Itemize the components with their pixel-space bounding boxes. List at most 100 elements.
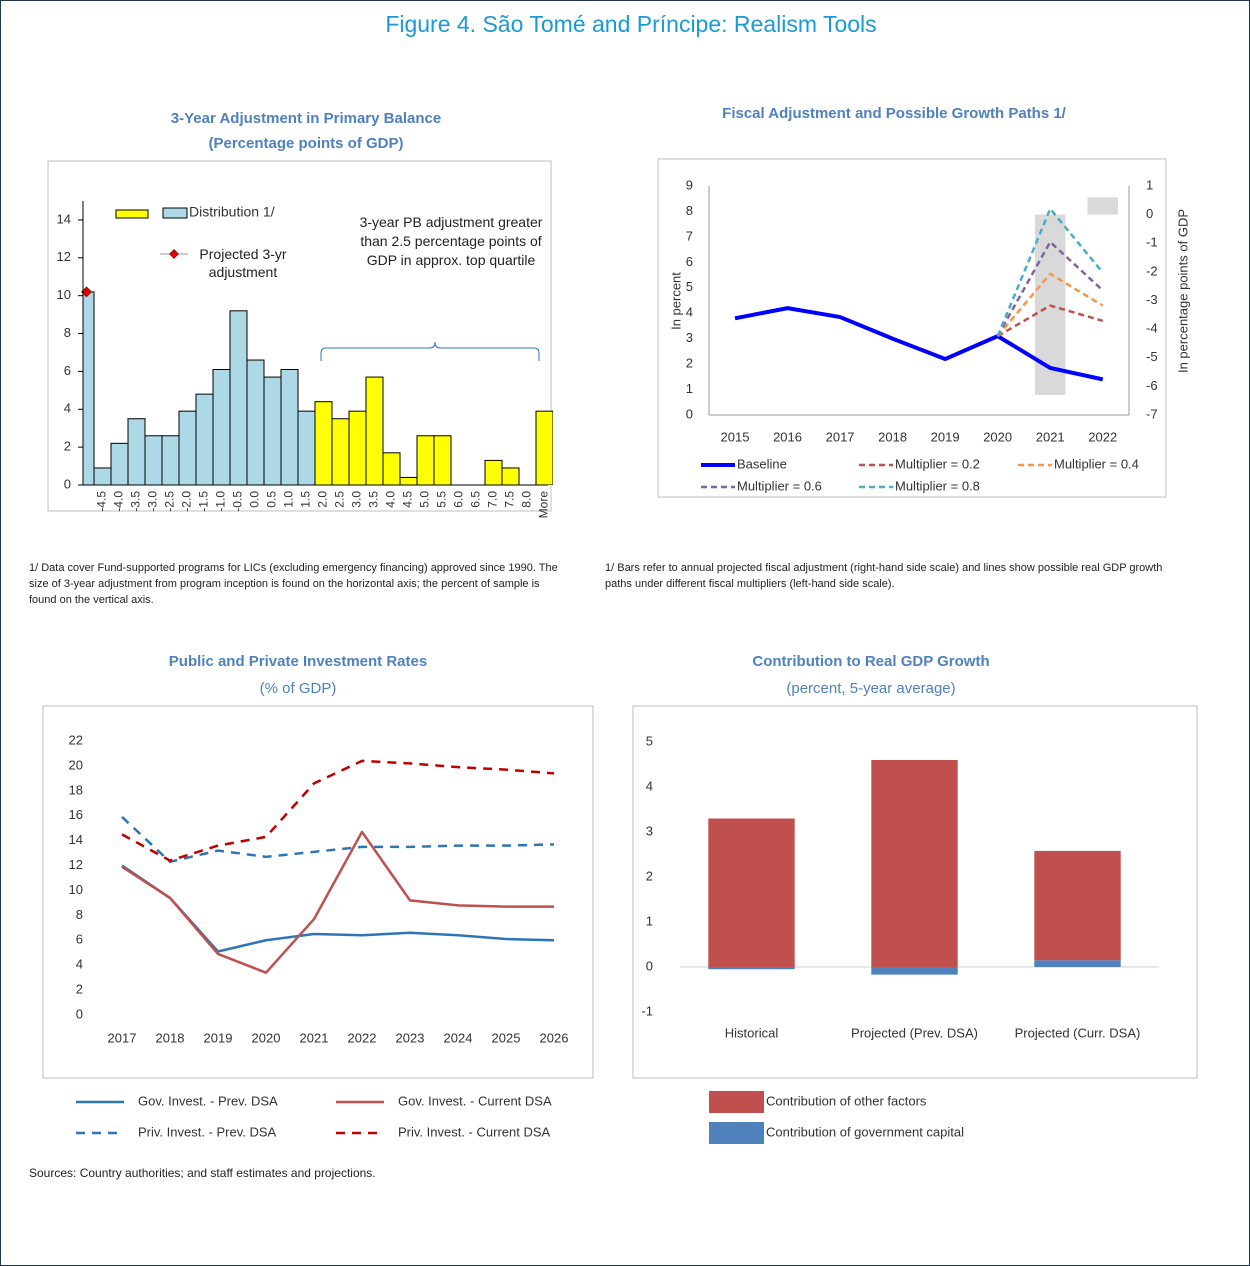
legend-label: Contribution of government capital: [766, 1124, 964, 1139]
x-tick-label: 2024: [444, 1030, 473, 1045]
footnote: 1/ Data cover Fund-supported programs fo…: [29, 562, 558, 606]
y2-tick-label: -1: [1146, 235, 1158, 250]
y-tick-label: 0: [686, 406, 693, 421]
y-tick-label: 2: [64, 439, 71, 454]
chart-title: Public and Private Investment Rates: [169, 653, 427, 670]
legend-label: Priv. Invest. - Prev. DSA: [138, 1124, 277, 1139]
y-tick-label: 3: [646, 823, 653, 838]
y2-tick-label: -3: [1146, 292, 1158, 307]
bar: [708, 967, 795, 970]
y-tick-label: 4: [76, 957, 83, 972]
y2-tick-label: -6: [1146, 378, 1158, 393]
legend-label: Gov. Invest. - Current DSA: [398, 1093, 552, 1108]
line: [996, 240, 1104, 337]
y-tick-label: 2: [646, 868, 653, 883]
y2-tick-label: -7: [1146, 406, 1158, 421]
bar: [348, 410, 367, 485]
y-tick-label: 0: [646, 958, 653, 973]
bar: [871, 967, 958, 975]
sources: Sources: Country authorities; and staff …: [29, 1166, 376, 1180]
legend-label: Multiplier = 0.4: [1054, 456, 1139, 471]
y-tick-label: 0: [64, 476, 71, 491]
y-tick-label: 0: [76, 1006, 83, 1021]
bar: [399, 476, 418, 485]
y-tick-label: 9: [686, 177, 693, 192]
legend-swatch: [162, 207, 188, 219]
legend-swatch: [709, 1122, 764, 1144]
legend-swatch: [115, 209, 149, 219]
bar: [365, 376, 384, 485]
x-tick-label: -1.0: [214, 491, 228, 512]
y-tick-label: 4: [686, 305, 693, 320]
x-tick-label: 2019: [204, 1030, 233, 1045]
x-tick-label: 0.0: [248, 491, 262, 508]
x-tick-label: 2016: [773, 429, 802, 444]
x-tick-label: 2018: [878, 429, 907, 444]
annotation: 3-year PB adjustment greater than 2.5 pe…: [359, 214, 543, 268]
x-tick-label: -4.0: [112, 491, 126, 512]
x-tick-label: 2026: [540, 1030, 569, 1045]
bar: [331, 418, 350, 485]
y-tick-label: 6: [76, 932, 83, 947]
bar: [535, 410, 553, 485]
y-tick-label: 2: [686, 356, 693, 371]
x-tick-label: 1.0: [282, 491, 296, 508]
chart-title: 3-Year Adjustment in Primary Balance: [171, 110, 441, 127]
bar: [1034, 960, 1121, 967]
x-tick-label: 4.5: [401, 491, 415, 508]
x-tick-label: Projected (Curr. DSA): [1015, 1025, 1141, 1040]
chart-subtitle: (percent, 5-year average): [786, 680, 955, 697]
y2-tick-label: -2: [1146, 263, 1158, 278]
legend-marker: [169, 249, 179, 259]
bar: [314, 401, 333, 485]
chart-frame: [632, 705, 1198, 1079]
x-tick-label: -3.0: [146, 491, 160, 512]
line: [996, 207, 1104, 337]
x-tick-label: -2.5: [163, 491, 177, 512]
x-tick-label: 0.5: [265, 491, 279, 508]
x-tick-label: -2.0: [180, 491, 194, 512]
chart-title: Fiscal Adjustment and Possible Growth Pa…: [722, 105, 1067, 122]
x-tick-label: -3.5: [129, 491, 143, 512]
x-tick-label: -4.5: [95, 491, 109, 512]
x-tick-label: 2020: [983, 429, 1012, 444]
x-tick-label: 6.5: [469, 491, 483, 508]
y-tick-label: 4: [646, 778, 653, 793]
legend-label: Projected 3-yr adjustment: [199, 246, 287, 281]
x-tick-label: -0.5: [231, 491, 245, 512]
bar: [1034, 850, 1121, 961]
y-tick-label: 20: [69, 757, 83, 772]
y-tick-label: 6: [64, 363, 71, 378]
x-tick-label: 2018: [156, 1030, 185, 1045]
y-tick-label: 5: [686, 279, 693, 294]
bar: [708, 818, 795, 967]
x-tick-label: 2.5: [333, 491, 347, 508]
y-tick-label: 12: [69, 857, 83, 872]
bar: [110, 442, 129, 485]
bar: [246, 359, 265, 485]
x-tick-label: 2021: [300, 1030, 329, 1045]
y2-axis-label: In percentage points of GDP: [1175, 209, 1190, 373]
x-tick-label: Projected (Prev. DSA): [851, 1025, 978, 1040]
legend-label: Baseline: [737, 456, 787, 471]
line: [121, 830, 554, 974]
y-tick-label: 14: [69, 832, 83, 847]
y-tick-label: 8: [686, 203, 693, 218]
x-tick-label: Historical: [725, 1025, 779, 1040]
y-tick-label: 8: [64, 325, 71, 340]
chart-title: Contribution to Real GDP Growth: [752, 653, 989, 670]
y-tick-label: 8: [76, 907, 83, 922]
bar: [263, 376, 282, 485]
bar: [297, 410, 316, 485]
line: [734, 306, 1104, 382]
x-tick-label: 7.5: [503, 491, 517, 508]
y-tick-label: 2: [76, 982, 83, 997]
line: [121, 864, 555, 953]
chart-subtitle: (Percentage points of GDP): [208, 135, 403, 152]
x-tick-label: 4.0: [384, 491, 398, 508]
y-tick-label: 5: [646, 733, 653, 748]
bar: [433, 435, 452, 485]
bar: [178, 410, 197, 485]
y-tick-label: 16: [69, 807, 83, 822]
